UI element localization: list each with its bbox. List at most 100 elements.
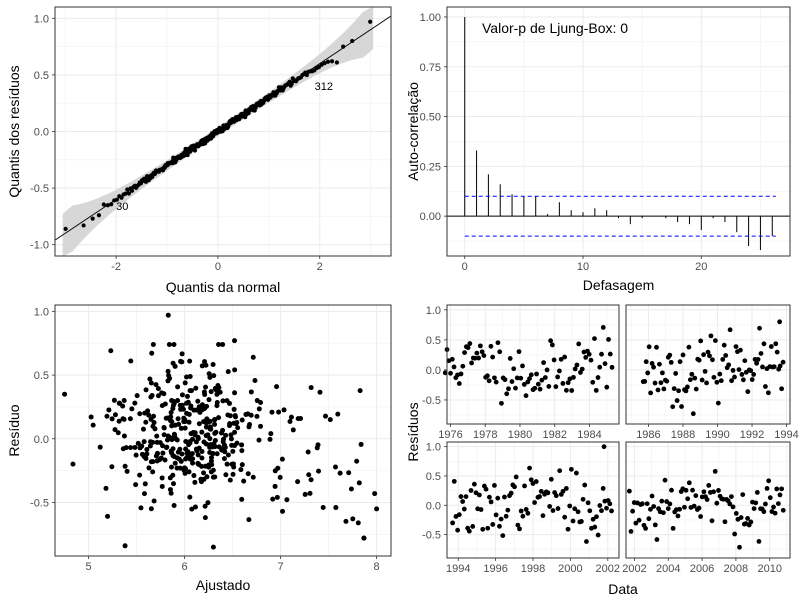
residual-point xyxy=(177,446,183,452)
residual-point xyxy=(170,481,176,487)
residual-point xyxy=(696,505,702,511)
qq-point xyxy=(329,59,335,64)
residual-point xyxy=(757,325,762,331)
residual-point xyxy=(193,385,199,391)
residual-point xyxy=(714,379,720,385)
residual-point xyxy=(590,516,596,522)
residual-point xyxy=(227,421,233,427)
residual-point xyxy=(90,422,96,428)
residual-point xyxy=(239,442,245,448)
residual-point xyxy=(469,360,474,366)
residual-point xyxy=(279,456,285,462)
residual-point xyxy=(196,461,202,467)
residual-point xyxy=(203,424,209,430)
facet-4: 2002 2004 2006 2008 2010 xyxy=(622,441,791,575)
residual-point xyxy=(153,382,159,388)
residual-point xyxy=(628,529,634,534)
residual-point xyxy=(308,477,314,483)
x-tick-label: 6 xyxy=(182,561,188,573)
residual-point xyxy=(709,518,715,524)
residual-point xyxy=(132,444,138,450)
residual-point xyxy=(320,505,326,511)
residual-point xyxy=(179,392,185,398)
residual-point xyxy=(239,417,245,423)
qq-point xyxy=(334,60,339,65)
residual-point xyxy=(159,390,165,396)
residual-point xyxy=(187,440,193,446)
residual-point xyxy=(448,370,453,376)
residual-point xyxy=(599,351,604,357)
x-tick-label: 2006 xyxy=(690,563,714,575)
residual-point xyxy=(212,430,218,436)
residual-point xyxy=(667,501,673,507)
residual-point xyxy=(182,465,188,471)
residual-point xyxy=(202,503,208,509)
residual-point xyxy=(509,379,515,384)
residual-point xyxy=(721,342,727,348)
residual-point xyxy=(588,357,594,363)
residual-point xyxy=(467,341,473,346)
residual-point xyxy=(513,385,518,391)
residual-point xyxy=(276,409,282,415)
residual-point xyxy=(738,515,744,520)
residual-point xyxy=(177,465,183,471)
residual-point xyxy=(771,364,777,370)
residual-point xyxy=(170,453,176,459)
residual-point xyxy=(712,338,718,344)
residual-point xyxy=(756,538,762,544)
residual-point xyxy=(602,361,608,367)
residual-point xyxy=(157,457,163,463)
residual-point xyxy=(357,388,363,394)
residual-point xyxy=(477,343,483,349)
residual-point xyxy=(135,440,141,446)
residual-point xyxy=(111,397,117,403)
residual-point xyxy=(199,363,205,369)
residual-point xyxy=(664,378,670,384)
residual-point xyxy=(222,449,228,455)
residual-point xyxy=(474,350,480,356)
residual-point xyxy=(287,418,293,424)
residual-point xyxy=(138,505,144,511)
point-label: 312 xyxy=(315,81,333,93)
residual-point xyxy=(267,436,273,442)
residual-point xyxy=(710,357,715,363)
residual-point xyxy=(651,364,656,370)
residual-point xyxy=(773,341,779,347)
residual-point xyxy=(246,517,252,523)
residual-point xyxy=(181,415,187,421)
residual-point xyxy=(545,490,551,496)
residual-point xyxy=(527,376,532,381)
residual-point xyxy=(116,400,122,406)
residual-point xyxy=(584,539,589,544)
residual-point xyxy=(191,473,197,479)
y-tick-label: 1.0 xyxy=(426,305,441,317)
facet-2: 1986 1988 1990 1992 1994 xyxy=(625,304,799,441)
residual-point xyxy=(195,452,201,458)
residual-point xyxy=(141,439,147,445)
residual-point xyxy=(476,492,482,498)
residual-point xyxy=(343,518,349,524)
residual-point xyxy=(182,470,188,476)
residual-point xyxy=(484,373,490,379)
residual-point xyxy=(607,501,613,507)
y-tick-label: 1.0 xyxy=(426,442,441,454)
residual-point xyxy=(528,372,534,378)
residual-point xyxy=(132,400,138,406)
residual-point xyxy=(493,379,499,385)
facet-3: 1994 1996 1998 2000 2002 -0.5 0.0 0.5 1.0 xyxy=(422,441,620,575)
residual-point xyxy=(202,463,208,469)
residual-point xyxy=(148,394,154,400)
residual-point xyxy=(508,490,514,496)
residual-point xyxy=(120,416,126,422)
residual-point xyxy=(685,384,690,390)
residual-point xyxy=(212,421,218,427)
residual-point xyxy=(548,476,554,482)
y-tick-label: -0.5 xyxy=(422,395,441,407)
residual-point xyxy=(290,427,296,433)
residual-point xyxy=(686,344,692,350)
residual-point xyxy=(210,474,216,480)
residual-point xyxy=(487,494,492,500)
residual-point xyxy=(590,379,596,385)
residual-point xyxy=(159,483,165,489)
residual-point xyxy=(220,341,226,347)
